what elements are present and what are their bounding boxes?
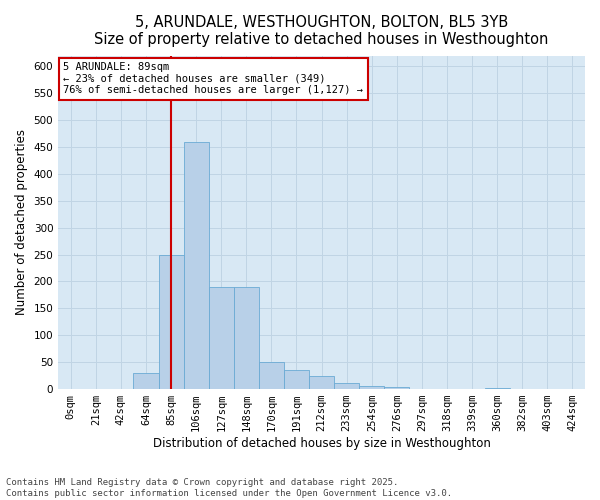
Bar [133, 373, 158, 389]
Bar [158, 254, 184, 389]
Bar [259, 362, 284, 389]
Bar [284, 370, 309, 389]
Bar [560, 388, 585, 389]
Bar [385, 388, 409, 389]
Y-axis label: Number of detached properties: Number of detached properties [15, 130, 28, 316]
X-axis label: Distribution of detached houses by size in Westhoughton: Distribution of detached houses by size … [152, 437, 491, 450]
Bar [234, 287, 259, 389]
Text: 5 ARUNDALE: 89sqm
← 23% of detached houses are smaller (349)
76% of semi-detache: 5 ARUNDALE: 89sqm ← 23% of detached hous… [64, 62, 364, 96]
Bar [334, 382, 359, 389]
Bar [409, 388, 434, 389]
Bar [184, 142, 209, 389]
Bar [359, 386, 385, 389]
Bar [309, 376, 334, 389]
Bar [485, 388, 510, 389]
Bar [209, 287, 234, 389]
Title: 5, ARUNDALE, WESTHOUGHTON, BOLTON, BL5 3YB
Size of property relative to detached: 5, ARUNDALE, WESTHOUGHTON, BOLTON, BL5 3… [94, 15, 549, 48]
Text: Contains HM Land Registry data © Crown copyright and database right 2025.
Contai: Contains HM Land Registry data © Crown c… [6, 478, 452, 498]
